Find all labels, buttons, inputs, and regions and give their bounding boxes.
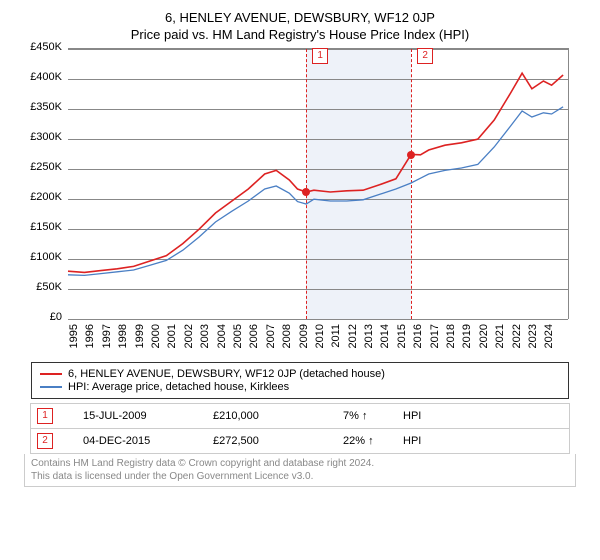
sale-dot [302, 188, 310, 196]
sale-date: 15-JUL-2009 [83, 410, 213, 422]
sale-price: £210,000 [213, 410, 343, 422]
xtick-label: 2019 [461, 324, 473, 364]
sale-dot [407, 151, 415, 159]
xtick-label: 2007 [265, 324, 277, 364]
gridline-h [68, 319, 568, 320]
sale-hpi-label: HPI [403, 435, 563, 447]
sale-hpi-label: HPI [403, 410, 563, 422]
xtick-label: 2008 [281, 324, 293, 364]
xtick-label: 2022 [511, 324, 523, 364]
titles: 6, HENLEY AVENUE, DEWSBURY, WF12 0JP Pri… [0, 0, 600, 42]
xtick-label: 2001 [166, 324, 178, 364]
xtick-label: 1999 [134, 324, 146, 364]
legend: 6, HENLEY AVENUE, DEWSBURY, WF12 0JP (de… [31, 362, 569, 399]
xtick-label: 2010 [314, 324, 326, 364]
legend-swatch [40, 386, 62, 388]
xtick-label: 2024 [543, 324, 555, 364]
title-sub: Price paid vs. HM Land Registry's House … [0, 27, 600, 42]
legend-row: 6, HENLEY AVENUE, DEWSBURY, WF12 0JP (de… [40, 368, 560, 380]
xtick-label: 2020 [478, 324, 490, 364]
footer-line: Contains HM Land Registry data © Crown c… [31, 457, 569, 470]
xtick-label: 2015 [396, 324, 408, 364]
sale-index: 1 [37, 408, 53, 424]
sale-pct: 22% ↑ [343, 435, 403, 447]
xtick-label: 2003 [199, 324, 211, 364]
series-line [68, 73, 563, 272]
legend-swatch [40, 373, 62, 375]
xtick-label: 2002 [183, 324, 195, 364]
xtick-label: 1996 [84, 324, 96, 364]
xtick-label: 2021 [494, 324, 506, 364]
xtick-label: 1998 [117, 324, 129, 364]
title-main: 6, HENLEY AVENUE, DEWSBURY, WF12 0JP [0, 10, 600, 25]
footer-attribution: Contains HM Land Registry data © Crown c… [24, 454, 576, 487]
xtick-label: 2016 [412, 324, 424, 364]
chart-area: £0£50K£100K£150K£200K£250K£300K£350K£400… [20, 48, 580, 358]
legend-label: 6, HENLEY AVENUE, DEWSBURY, WF12 0JP (de… [68, 368, 385, 380]
legend-row: HPI: Average price, detached house, Kirk… [40, 381, 560, 393]
xtick-label: 2018 [445, 324, 457, 364]
sale-pct: 7% ↑ [343, 410, 403, 422]
sale-price: £272,500 [213, 435, 343, 447]
legend-label: HPI: Average price, detached house, Kirk… [68, 381, 289, 393]
sale-index: 2 [37, 433, 53, 449]
footer-line: This data is licensed under the Open Gov… [31, 470, 569, 483]
xtick-label: 2012 [347, 324, 359, 364]
xtick-label: 1995 [68, 324, 80, 364]
xtick-label: 2005 [232, 324, 244, 364]
sales-table: 115-JUL-2009£210,0007% ↑HPI204-DEC-2015£… [30, 403, 570, 454]
xtick-label: 2013 [363, 324, 375, 364]
sale-row: 2 04-DEC-2015£272,50022% ↑HPI [31, 428, 569, 453]
xtick-label: 2009 [298, 324, 310, 364]
xtick-label: 2006 [248, 324, 260, 364]
xtick-label: 2023 [527, 324, 539, 364]
xtick-label: 2000 [150, 324, 162, 364]
sale-row: 1 15-JUL-2009£210,0007% ↑HPI [31, 404, 569, 428]
chart-container: 6, HENLEY AVENUE, DEWSBURY, WF12 0JP Pri… [0, 0, 600, 487]
series-svg [20, 48, 568, 318]
xtick-label: 2017 [429, 324, 441, 364]
xtick-label: 1997 [101, 324, 113, 364]
xtick-label: 2004 [216, 324, 228, 364]
xtick-label: 2014 [379, 324, 391, 364]
sale-date: 04-DEC-2015 [83, 435, 213, 447]
xtick-label: 2011 [330, 324, 342, 364]
